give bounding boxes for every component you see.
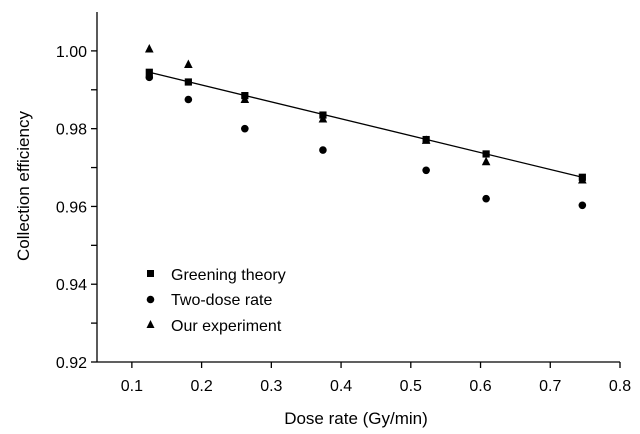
legend-marker-greening-theory (147, 270, 154, 277)
ticks: 0.1 0.2 0.3 0.4 0.5 0.6 0.7 0.8 0.92 0.94 0.96 0.98… (56, 44, 631, 395)
our-experiment-point (240, 94, 250, 103)
our-experiment-point (145, 43, 154, 53)
legend-marker-two-dose-rate (146, 295, 155, 304)
legend-label-two-dose-rate: Two-dose rate (171, 292, 272, 309)
two-dose-rate-point (319, 146, 327, 154)
our-experiment-point (318, 113, 328, 123)
x-tick-label: 0.7 (539, 378, 561, 395)
our-experiment-point (421, 135, 431, 144)
legend: Greening theory Two-dose rate Our experi… (146, 267, 286, 335)
y-axis-label: Collection efficiency (14, 111, 33, 261)
two-dose-rate-point (184, 95, 193, 104)
legend-marker-our-experiment (146, 320, 155, 328)
greening-theory-point (482, 150, 490, 158)
greening-theory-point (145, 68, 153, 76)
x-axis-label: Dose rate (Gy/min) (284, 409, 428, 428)
our-experiment-point (578, 175, 587, 184)
our-experiment-point (184, 59, 193, 68)
two-dose-rate-point (145, 73, 154, 82)
y-tick-label: 0.94 (56, 277, 87, 294)
fit-line (149, 71, 583, 178)
x-tick-label: 0.3 (260, 378, 282, 395)
legend-label-our-experiment: Our experiment (171, 318, 282, 335)
y-tick-label: 0.92 (56, 355, 87, 372)
x-tick-label: 0.4 (330, 378, 352, 395)
data-points (145, 43, 587, 210)
x-tick-label: 0.8 (609, 378, 631, 395)
x-tick-label: 0.5 (400, 378, 422, 395)
axes (96, 12, 620, 363)
y-tick-label: 0.96 (56, 199, 87, 216)
x-tick-label: 0.2 (190, 378, 212, 395)
fit-line-group (149, 71, 583, 178)
greening-theory-point (184, 78, 192, 86)
y-tick-label: 1.00 (56, 44, 87, 61)
x-tick-label: 0.1 (121, 378, 143, 395)
x-tick-label: 0.6 (469, 378, 491, 395)
our-experiment-point (481, 156, 491, 166)
two-dose-rate-point (241, 124, 249, 133)
y-tick-label: 0.98 (56, 122, 87, 139)
two-dose-rate-point (422, 166, 430, 175)
two-dose-rate-point (578, 201, 587, 210)
legend-label-greening-theory: Greening theory (171, 267, 286, 284)
two-dose-rate-point (482, 194, 490, 203)
